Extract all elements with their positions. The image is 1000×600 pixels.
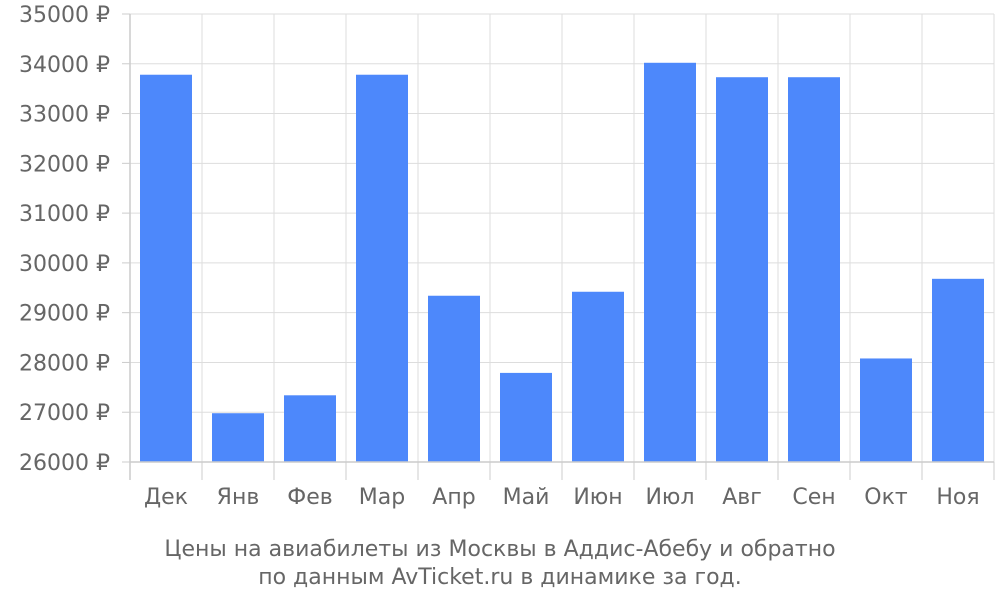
- bar-4: [356, 74, 408, 463]
- x-axis-tick-labels: Дек Янв Фев Мар Апр Май Июн Июл Авг Сен Окт Ноя: [144, 485, 980, 510]
- y-tick-label: 26000 ₽: [19, 451, 110, 476]
- x-tick-label: Фев: [287, 485, 332, 510]
- x-tick-label: Июн: [573, 485, 622, 510]
- x-tick-label: Ноя: [936, 485, 979, 510]
- bar-9: [716, 77, 768, 463]
- x-tick-label: Май: [503, 485, 550, 510]
- x-tick-label: Дек: [144, 485, 188, 510]
- axes: [122, 13, 995, 480]
- x-tick-label: Сен: [792, 485, 835, 510]
- bar-12: [932, 278, 984, 462]
- bar-8: [644, 62, 696, 462]
- y-axis-tick-labels: 26000 ₽ 27000 ₽ 28000 ₽ 29000 ₽ 30000 ₽ 31000…: [19, 3, 110, 476]
- x-tick-label: Апр: [432, 485, 475, 510]
- y-tick-label: 28000 ₽: [19, 351, 110, 376]
- bar-1: [140, 74, 192, 463]
- bar-7: [572, 291, 624, 462]
- y-tick-label: 32000 ₽: [19, 152, 110, 177]
- chart-caption-line-1: Цены на авиабилеты из Москвы в Аддис-Абе…: [164, 537, 835, 562]
- bar-6: [500, 372, 552, 462]
- bar-11: [860, 358, 912, 462]
- x-tick-label: Окт: [864, 485, 908, 510]
- y-tick-label: 33000 ₽: [19, 103, 110, 128]
- y-tick-label: 27000 ₽: [19, 401, 110, 426]
- y-tick-label: 29000 ₽: [19, 302, 110, 327]
- y-tick-label: 30000 ₽: [19, 252, 110, 277]
- x-tick-label: Авг: [722, 485, 762, 510]
- x-tick-label: Мар: [359, 485, 405, 510]
- bars: [140, 62, 984, 463]
- x-tick-label: Июл: [645, 485, 694, 510]
- y-tick-label: 34000 ₽: [19, 53, 110, 78]
- bar-5: [428, 295, 480, 462]
- y-tick-label: 35000 ₽: [19, 3, 110, 28]
- chart-caption-line-2: по данным AvTicket.ru в динамике за год.: [258, 565, 742, 590]
- y-tick-label: 31000 ₽: [19, 202, 110, 227]
- bar-3: [284, 395, 336, 462]
- x-tick-label: Янв: [217, 485, 260, 510]
- bar-10: [788, 77, 840, 463]
- bar-2: [212, 413, 264, 462]
